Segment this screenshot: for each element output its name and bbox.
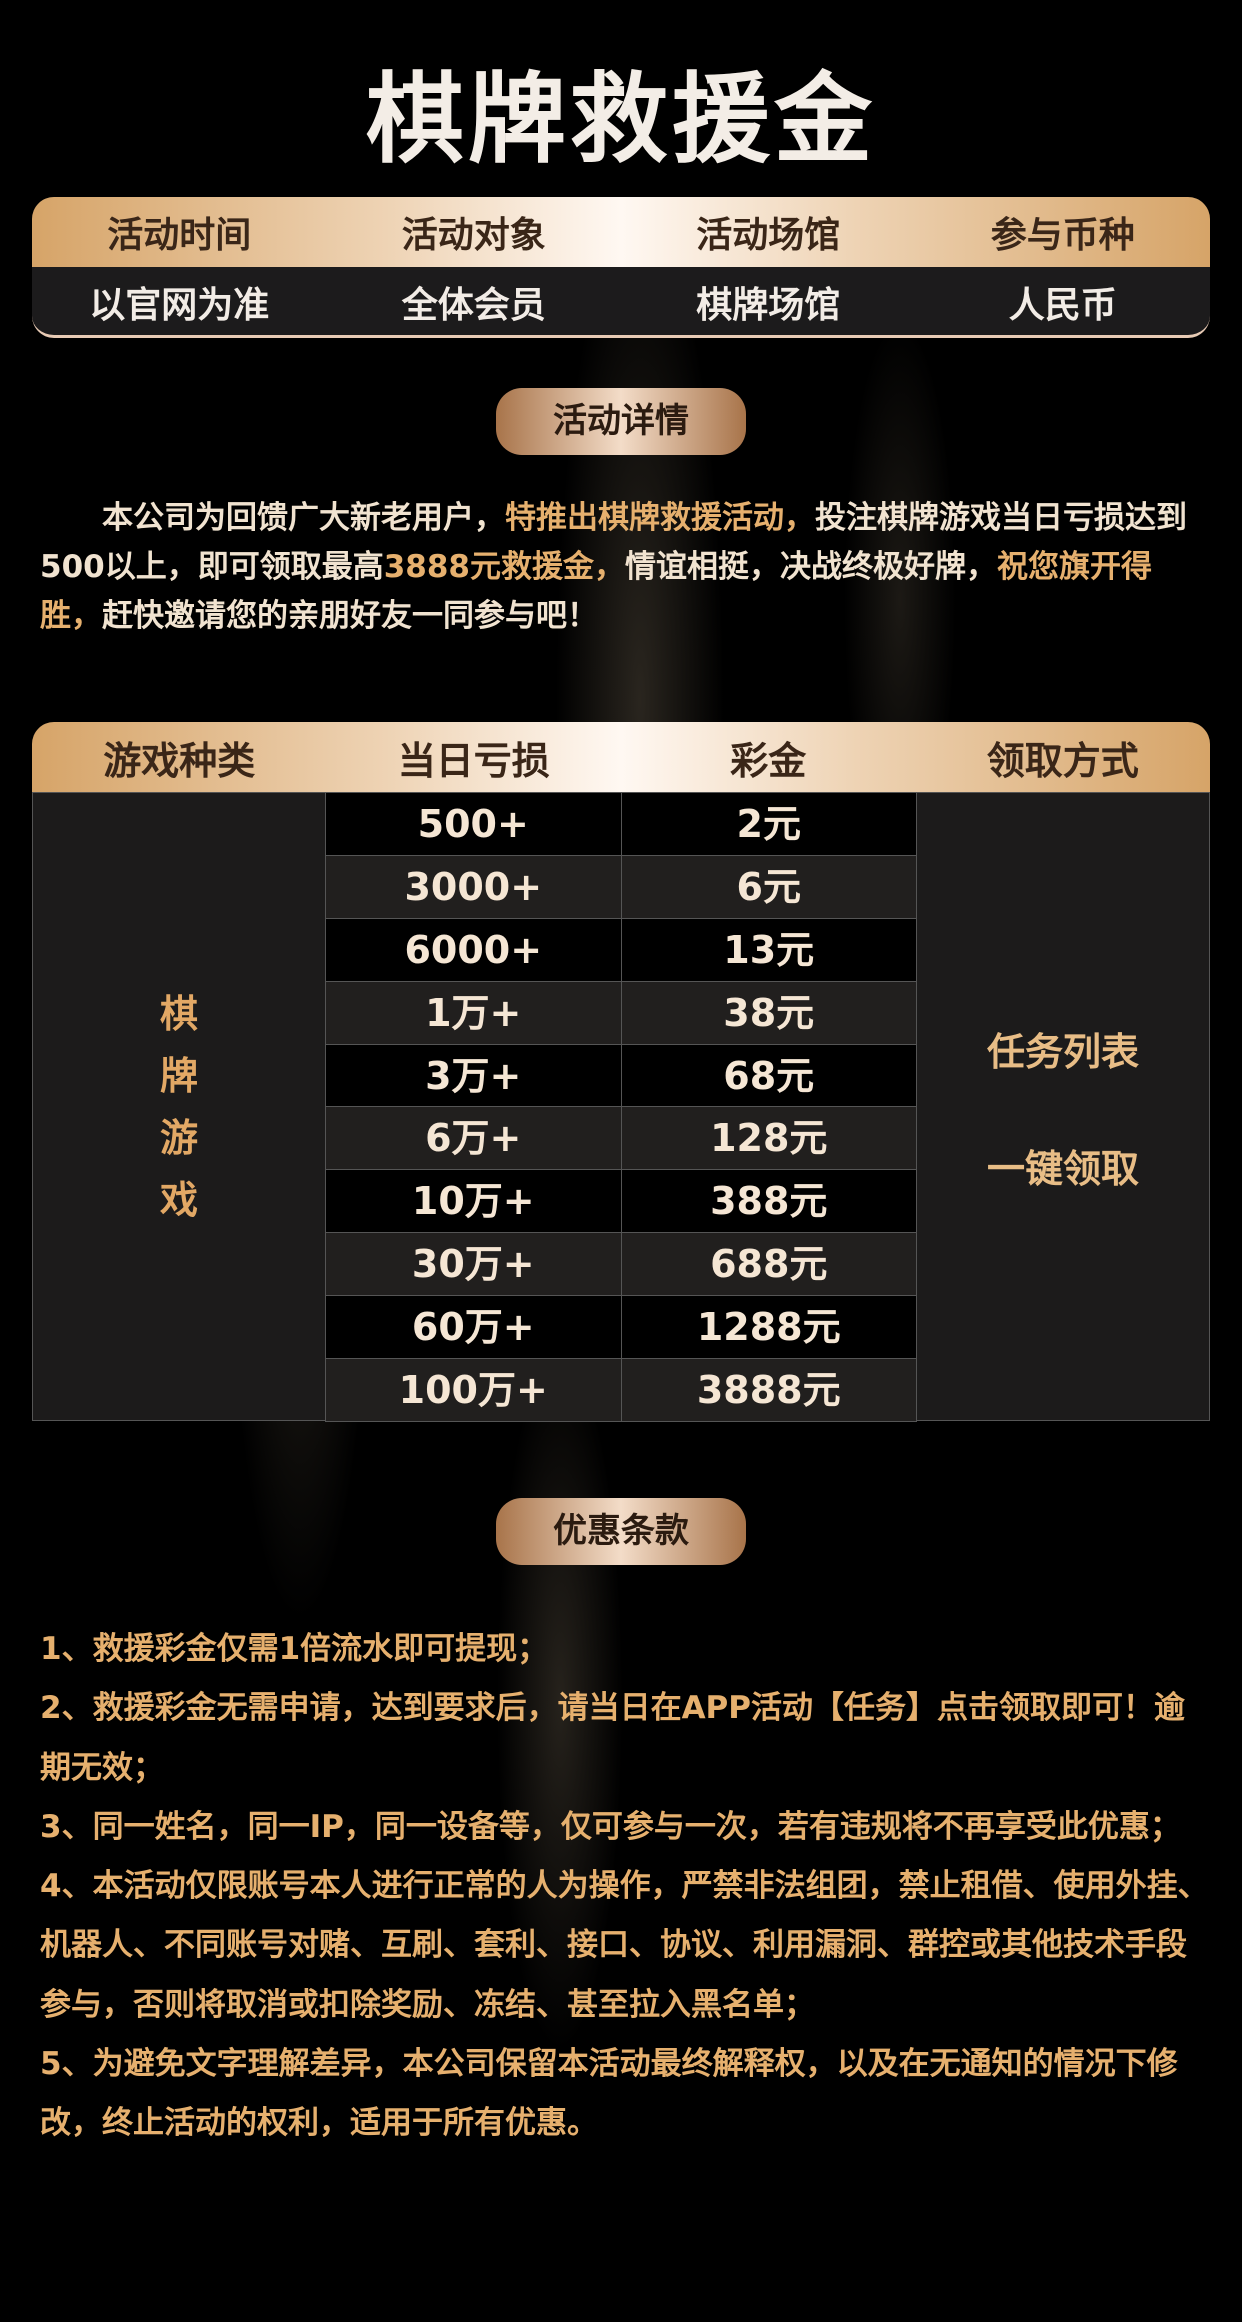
bonus-cell: 128元 bbox=[620, 1107, 917, 1170]
terms-list: 1、救援彩金仅需1倍流水即可提现； 2、救援彩金无需申请，达到要求后，请当日在AP… bbox=[40, 1620, 1215, 2154]
text-segment: 投注棋牌游戏当日亏损达到500以上，即可领取最高 bbox=[40, 500, 1187, 585]
column-header: 游戏种类 bbox=[103, 738, 256, 783]
rescue-bonus-table: 游戏种类 当日亏损 彩金 领取方式 棋 牌 游 戏 500+ 2元 3000+ 6元 6… bbox=[32, 722, 1210, 1422]
table-row: 6万+ 128元 bbox=[325, 1107, 917, 1171]
claim-method: 任务列表 bbox=[986, 1029, 1139, 1074]
loss-cell: 100万+ bbox=[325, 1359, 621, 1421]
loss-cell: 60万+ bbox=[325, 1296, 621, 1359]
activity-info-table: 活动时间 活动对象 活动场馆 参与币种 以官网为准 全体会员 棋牌场馆 人民币 bbox=[32, 197, 1210, 338]
info-value: 人民币 bbox=[1008, 285, 1117, 326]
table-row: 60万+ 1288元 bbox=[325, 1296, 917, 1360]
table-row: 3000+ 6元 bbox=[325, 855, 917, 919]
column-header: 彩金 bbox=[730, 738, 807, 783]
loss-cell: 6000+ bbox=[325, 918, 621, 981]
table-row: 1万+ 38元 bbox=[325, 981, 917, 1045]
claim-method-cell: 任务列表 一键领取 bbox=[917, 793, 1209, 1420]
category-char: 牌 bbox=[159, 1053, 198, 1098]
info-header: 活动场馆 bbox=[696, 215, 841, 256]
text-segment: 情谊相挺，决战终极好牌， bbox=[625, 549, 997, 585]
category-char: 戏 bbox=[159, 1177, 198, 1222]
info-value: 以官网为准 bbox=[89, 285, 270, 326]
table-row: 10万+ 388元 bbox=[325, 1170, 917, 1234]
bonus-cell: 3888元 bbox=[620, 1359, 917, 1421]
loss-cell: 3000+ bbox=[325, 855, 621, 918]
loss-cell: 1万+ bbox=[325, 981, 621, 1044]
table-row: 500+ 2元 bbox=[325, 793, 917, 856]
text-segment: 特推出棋牌救援活动， bbox=[505, 500, 815, 536]
info-header: 参与币种 bbox=[990, 215, 1135, 256]
category-char: 棋 bbox=[159, 991, 198, 1036]
bonus-cell: 2元 bbox=[620, 793, 917, 855]
bonus-cell: 13元 bbox=[620, 918, 917, 981]
claim-method: 一键领取 bbox=[986, 1146, 1139, 1191]
bonus-cell: 68元 bbox=[620, 1044, 917, 1107]
loss-cell: 3万+ bbox=[325, 1044, 621, 1107]
table-row: 3万+ 68元 bbox=[325, 1044, 917, 1108]
bonus-cell: 688元 bbox=[620, 1233, 917, 1296]
loss-cell: 10万+ bbox=[325, 1170, 621, 1233]
loss-cell: 500+ bbox=[325, 793, 621, 855]
table-row: 30万+ 688元 bbox=[325, 1233, 917, 1297]
loss-cell: 6万+ bbox=[325, 1107, 621, 1170]
column-header: 当日亏损 bbox=[397, 738, 550, 783]
loss-cell: 30万+ bbox=[325, 1233, 621, 1296]
game-category-cell: 棋 牌 游 戏 bbox=[33, 793, 325, 1420]
info-value-row: 以官网为准 全体会员 棋牌场馆 人民币 bbox=[32, 267, 1210, 335]
info-value: 全体会员 bbox=[401, 285, 546, 326]
details-section-label: 活动详情 bbox=[496, 388, 746, 455]
page-title: 棋牌救援金 bbox=[365, 63, 876, 177]
text-segment: 3888元救援金， bbox=[383, 549, 625, 585]
term-item: 4、本活动仅限账号本人进行正常的人为操作，严禁非法组团，禁止租借、使用外挂、机器… bbox=[40, 1868, 1209, 2023]
info-header: 活动时间 bbox=[107, 215, 252, 256]
table-header: 游戏种类 当日亏损 彩金 领取方式 bbox=[32, 722, 1210, 792]
bonus-cell: 388元 bbox=[620, 1170, 917, 1233]
bonus-cell: 1288元 bbox=[620, 1296, 917, 1359]
bonus-cell: 38元 bbox=[620, 981, 917, 1044]
category-char: 游 bbox=[159, 1115, 198, 1160]
term-item: 1、救援彩金仅需1倍流水即可提现； bbox=[40, 1631, 549, 1667]
table-row: 100万+ 3888元 bbox=[325, 1359, 917, 1422]
bonus-cell: 6元 bbox=[620, 855, 917, 918]
term-item: 3、同一姓名，同一IP，同一设备等，仅可参与一次，若有违规将不再享受此优惠； bbox=[40, 1808, 1181, 1845]
text-segment: 赶快邀请您的亲朋好友一同参与吧！ bbox=[102, 598, 598, 634]
info-header: 活动对象 bbox=[401, 215, 546, 256]
tier-rows: 500+ 2元 3000+ 6元 6000+ 13元 1万+ 38元 3万+ 68元 6万+ 128元… bbox=[325, 793, 917, 1422]
term-item: 5、为避免文字理解差异，本公司保留本活动最终解释权，以及在无通知的情况下修改，终… bbox=[40, 2046, 1178, 2142]
text-segment: 本公司为回馈广大新老用户， bbox=[102, 500, 505, 536]
column-header: 领取方式 bbox=[986, 738, 1139, 783]
terms-section-label: 优惠条款 bbox=[496, 1498, 746, 1565]
table-row: 6000+ 13元 bbox=[325, 918, 917, 982]
details-paragraph: 本公司为回馈广大新老用户，特推出棋牌救援活动，投注棋牌游戏当日亏损达到500以上… bbox=[40, 494, 1210, 641]
info-header-row: 活动时间 活动对象 活动场馆 参与币种 bbox=[32, 197, 1210, 267]
term-item: 2、救援彩金无需申请，达到要求后，请当日在APP活动【任务】点击领取即可！逾期无… bbox=[40, 1690, 1185, 1786]
table-body: 棋 牌 游 戏 500+ 2元 3000+ 6元 6000+ 13元 1万+ 38元 3万+ 68… bbox=[32, 792, 1210, 1422]
text-segment: 祝您旗开得胜， bbox=[40, 549, 1152, 634]
info-value: 棋牌场馆 bbox=[696, 285, 841, 326]
